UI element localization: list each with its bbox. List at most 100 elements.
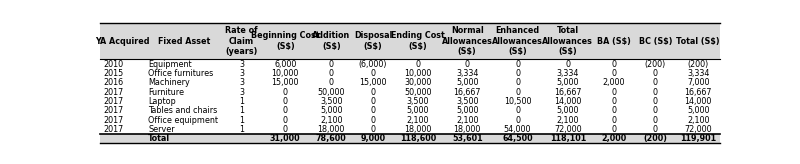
Text: 10,000: 10,000 (271, 69, 299, 78)
Text: 0: 0 (515, 78, 520, 87)
Text: 72,000: 72,000 (554, 125, 582, 134)
Text: 10,000: 10,000 (404, 69, 432, 78)
Text: 18,000: 18,000 (454, 125, 481, 134)
Text: (200): (200) (643, 134, 667, 143)
Text: 50,000: 50,000 (318, 88, 345, 97)
Bar (100, 125, 720, 134)
Text: 3,500: 3,500 (456, 97, 478, 106)
Text: 0: 0 (611, 116, 616, 124)
Text: 0: 0 (282, 125, 288, 134)
Text: 0: 0 (515, 106, 520, 115)
Text: 3,334: 3,334 (687, 69, 710, 78)
Bar (100, 87, 720, 97)
Text: 31,000: 31,000 (270, 134, 301, 143)
Text: 0: 0 (653, 78, 658, 87)
Text: Machinery: Machinery (148, 78, 190, 87)
Text: 0: 0 (611, 88, 616, 97)
Text: 0: 0 (611, 69, 616, 78)
Text: Fixed Asset: Fixed Asset (158, 37, 210, 46)
Text: 18,000: 18,000 (318, 125, 345, 134)
Text: Equipment: Equipment (148, 60, 192, 69)
Text: 3: 3 (239, 78, 244, 87)
Text: 64,500: 64,500 (502, 134, 533, 143)
Text: 5,000: 5,000 (456, 78, 478, 87)
Text: 54,000: 54,000 (504, 125, 531, 134)
Text: 2,000: 2,000 (602, 78, 625, 87)
Text: 1: 1 (239, 97, 244, 106)
Text: 0: 0 (653, 116, 658, 124)
Text: 0: 0 (370, 106, 375, 115)
Text: 3: 3 (239, 69, 244, 78)
Text: 3,500: 3,500 (406, 97, 429, 106)
Text: 2015: 2015 (103, 69, 123, 78)
Text: 16,667: 16,667 (685, 88, 712, 97)
Text: 16,667: 16,667 (554, 88, 582, 97)
Text: 0: 0 (370, 116, 375, 124)
Text: 5,000: 5,000 (406, 106, 429, 115)
Text: 5,000: 5,000 (557, 78, 579, 87)
Text: 0: 0 (329, 78, 334, 87)
Text: 30,000: 30,000 (404, 78, 432, 87)
Bar (100, 97, 720, 106)
Text: 2017: 2017 (103, 88, 123, 97)
Text: 0: 0 (370, 88, 375, 97)
Text: Rate of
Claim
(years): Rate of Claim (years) (226, 26, 258, 56)
Text: Server: Server (148, 125, 174, 134)
Text: 2017: 2017 (103, 106, 123, 115)
Text: 14,000: 14,000 (554, 97, 582, 106)
Text: 2,000: 2,000 (601, 134, 626, 143)
Text: 0: 0 (653, 88, 658, 97)
Text: 2016: 2016 (103, 78, 123, 87)
Text: Disposal
(S$): Disposal (S$) (354, 31, 392, 51)
Text: 0: 0 (653, 125, 658, 134)
Text: 0: 0 (611, 60, 616, 69)
Text: 2017: 2017 (103, 97, 123, 106)
Bar (100, 59, 720, 69)
Text: (6,000): (6,000) (358, 60, 387, 69)
Text: 1: 1 (239, 116, 244, 124)
Text: (200): (200) (645, 60, 666, 69)
Text: 3: 3 (239, 60, 244, 69)
Bar (100, 69, 720, 78)
Text: Total
Allowances
(S$): Total Allowances (S$) (542, 26, 594, 56)
Bar (100, 115, 720, 125)
Text: 1: 1 (239, 125, 244, 134)
Text: 0: 0 (515, 88, 520, 97)
Text: 14,000: 14,000 (685, 97, 712, 106)
Text: Total (S$): Total (S$) (676, 37, 720, 46)
Text: 3,334: 3,334 (557, 69, 579, 78)
Text: 0: 0 (611, 106, 616, 115)
Text: 0: 0 (653, 106, 658, 115)
Text: 18,000: 18,000 (404, 125, 432, 134)
Text: 3,500: 3,500 (320, 97, 342, 106)
Text: YA Acquired: YA Acquired (95, 37, 150, 46)
Text: Ending Cost
(S$): Ending Cost (S$) (391, 31, 445, 51)
Text: 0: 0 (370, 69, 375, 78)
Text: 0: 0 (329, 69, 334, 78)
Text: 3,334: 3,334 (456, 69, 478, 78)
Text: 0: 0 (465, 60, 470, 69)
Text: 0: 0 (515, 69, 520, 78)
Text: (200): (200) (687, 60, 709, 69)
Text: 2,100: 2,100 (320, 116, 342, 124)
Text: 15,000: 15,000 (271, 78, 299, 87)
Text: 16,667: 16,667 (454, 88, 481, 97)
Text: 2,100: 2,100 (557, 116, 579, 124)
Text: 0: 0 (282, 106, 288, 115)
Text: 10,500: 10,500 (504, 97, 531, 106)
Text: Office equipment: Office equipment (148, 116, 218, 124)
Text: 0: 0 (611, 97, 616, 106)
Text: 0: 0 (515, 60, 520, 69)
Text: 119,901: 119,901 (680, 134, 716, 143)
Bar (100, 78, 720, 87)
Text: 1: 1 (239, 106, 244, 115)
Text: 2,100: 2,100 (687, 116, 710, 124)
Text: 0: 0 (370, 97, 375, 106)
Text: BC (S$): BC (S$) (638, 37, 672, 46)
Text: 2,100: 2,100 (456, 116, 478, 124)
Text: 6,000: 6,000 (274, 60, 297, 69)
Text: Beginning Cost
(S$): Beginning Cost (S$) (251, 31, 319, 51)
Text: 0: 0 (515, 116, 520, 124)
Bar (100, 106, 720, 115)
Text: 0: 0 (329, 60, 334, 69)
